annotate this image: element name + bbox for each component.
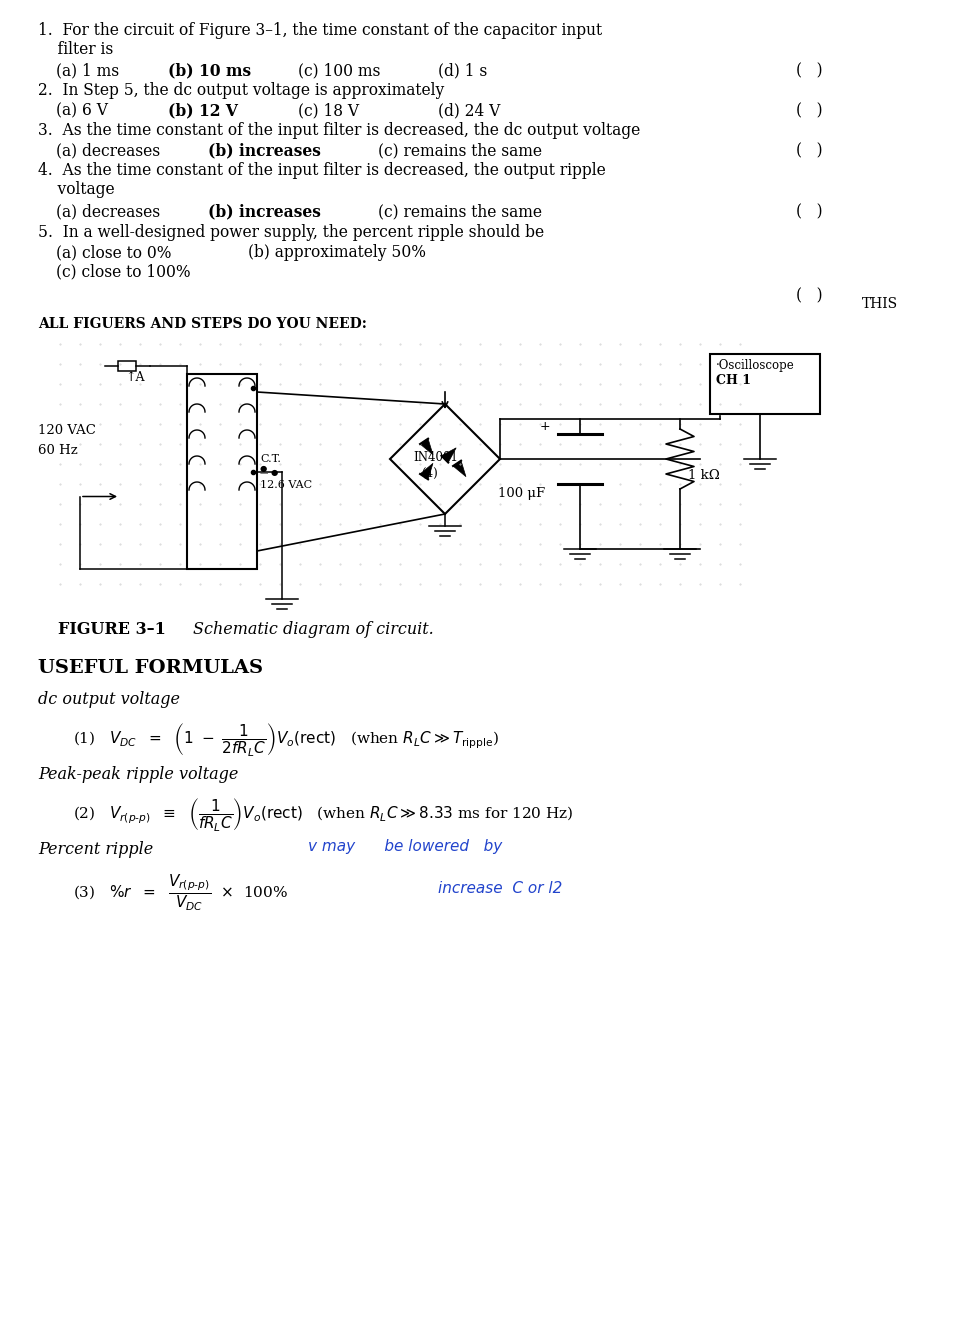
Text: 100 μF: 100 μF	[497, 487, 544, 501]
Polygon shape	[453, 461, 465, 477]
Text: +: +	[539, 419, 550, 433]
Text: (   ): ( )	[795, 61, 821, 79]
Text: (1)   $V_{DC}$  $=$  $\left(1\ -\ \dfrac{1}{2fR_LC}\right)V_o\mathrm{(rect)}$   : (1) $V_{DC}$ $=$ $\left(1\ -\ \dfrac{1}{…	[73, 721, 498, 758]
Text: 12.6 VAC: 12.6 VAC	[260, 479, 312, 490]
Text: (d) 1 s: (d) 1 s	[437, 61, 487, 79]
Text: (   ): ( )	[795, 142, 821, 159]
Polygon shape	[419, 439, 433, 455]
Text: (c) 18 V: (c) 18 V	[297, 101, 358, 119]
Text: Peak-peak ripple voltage: Peak-peak ripple voltage	[38, 766, 238, 784]
Text: THIS: THIS	[862, 296, 897, 311]
Text: (4): (4)	[420, 467, 437, 481]
Text: (a) decreases: (a) decreases	[56, 142, 160, 159]
Text: dc output voltage: dc output voltage	[38, 692, 180, 708]
Text: (3)   $\%r$  $=$  $\dfrac{V_{r(p\text{-}p)}}{V_{DC}}$  $\times$  100%: (3) $\%r$ $=$ $\dfrac{V_{r(p\text{-}p)}}…	[73, 873, 288, 913]
Text: (a) close to 0%: (a) close to 0%	[56, 244, 172, 262]
Text: v may      be lowered   by: v may be lowered by	[308, 838, 501, 854]
Text: (b) increases: (b) increases	[208, 142, 320, 159]
Text: (   ): ( )	[795, 287, 821, 304]
Text: (b) 12 V: (b) 12 V	[168, 101, 237, 119]
Text: (b) 10 ms: (b) 10 ms	[168, 61, 251, 79]
Text: (c) remains the same: (c) remains the same	[377, 203, 541, 220]
Text: ●: ●	[260, 466, 267, 474]
Text: (d) 24 V: (d) 24 V	[437, 101, 500, 119]
Bar	[118, 360, 136, 371]
Text: 4.  As the time constant of the input filter is decreased, the output ripple: 4. As the time constant of the input fil…	[38, 162, 605, 179]
Text: 3.  As the time constant of the input filter is decreased, the dc output voltage: 3. As the time constant of the input fil…	[38, 121, 639, 139]
Polygon shape	[419, 463, 433, 479]
Polygon shape	[441, 447, 456, 462]
Bar	[709, 354, 820, 414]
Text: ALL FIGUERS AND STEPS DO YOU NEED:: ALL FIGUERS AND STEPS DO YOU NEED:	[38, 316, 367, 331]
Text: 1 kΩ: 1 kΩ	[687, 469, 719, 482]
Text: USEFUL FORMULAS: USEFUL FORMULAS	[38, 659, 263, 677]
Text: (2)   $V_{r(p\text{-}p)}$  $\equiv$  $\left(\dfrac{1}{fR_LC}\right)V_o\mathrm{(r: (2) $V_{r(p\text{-}p)}$ $\equiv$ $\left(…	[73, 796, 573, 833]
Text: ·Oscilloscope: ·Oscilloscope	[716, 359, 794, 372]
Text: C.T.: C.T.	[260, 454, 280, 463]
Text: (b) increases: (b) increases	[208, 203, 320, 220]
Text: 120 VAC: 120 VAC	[38, 425, 95, 437]
Text: (a) decreases: (a) decreases	[56, 203, 160, 220]
Text: IN4001: IN4001	[413, 451, 457, 465]
Text: 5.  In a well-designed power supply, the percent ripple should be: 5. In a well-designed power supply, the …	[38, 224, 543, 242]
Text: ↑A: ↑A	[125, 371, 144, 384]
Text: 2.  In Step 5, the dc output voltage is approximately: 2. In Step 5, the dc output voltage is a…	[38, 81, 444, 99]
Text: CH 1: CH 1	[716, 374, 750, 387]
Text: (a) 1 ms: (a) 1 ms	[56, 61, 119, 79]
Text: Schematic diagram of circuit.: Schematic diagram of circuit.	[193, 621, 434, 638]
Text: (   ): ( )	[795, 203, 821, 220]
Text: (c) remains the same: (c) remains the same	[377, 142, 541, 159]
Bar	[187, 374, 256, 569]
Text: Percent ripple: Percent ripple	[38, 841, 153, 858]
Text: FIGURE 3–1: FIGURE 3–1	[58, 621, 166, 638]
Text: voltage: voltage	[38, 182, 114, 198]
Text: (c) 100 ms: (c) 100 ms	[297, 61, 380, 79]
Text: filter is: filter is	[38, 41, 113, 57]
Text: 1.  For the circuit of Figure 3–1, the time constant of the capacitor input: 1. For the circuit of Figure 3–1, the ti…	[38, 21, 601, 39]
Text: (a) 6 V: (a) 6 V	[56, 101, 108, 119]
Text: increase  C or l2: increase C or l2	[437, 881, 561, 896]
Text: (   ): ( )	[795, 101, 821, 119]
Text: (c) close to 100%: (c) close to 100%	[56, 263, 191, 280]
Text: 60 Hz: 60 Hz	[38, 445, 77, 457]
Text: (b) approximately 50%: (b) approximately 50%	[248, 244, 426, 262]
Text: — ●: — ●	[260, 470, 278, 478]
